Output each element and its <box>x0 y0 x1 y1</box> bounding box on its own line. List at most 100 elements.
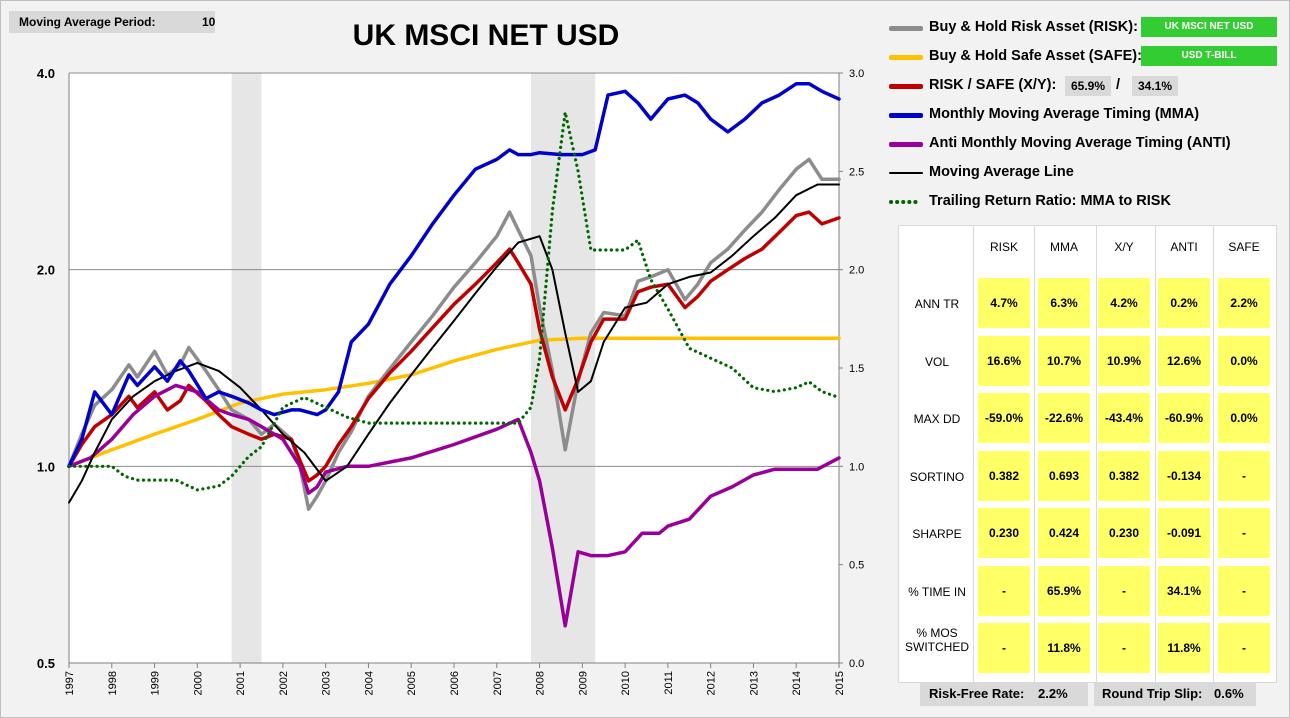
table-cell: - <box>1218 450 1270 501</box>
table-row-label: MAX DD <box>913 412 961 426</box>
table-cell: -22.6% <box>1038 393 1090 443</box>
safe-asset-badge: USD T-BILL <box>1141 46 1277 66</box>
x-tick-label: 2001 <box>235 671 247 695</box>
legend-risk-label: Buy & Hold Risk Asset (RISK): <box>929 19 1138 35</box>
x-tick-label: 2008 <box>535 671 547 695</box>
table-cell: 0.424 <box>1038 508 1090 558</box>
table-cell: -59.0% <box>978 393 1030 443</box>
table-row-label: VOL <box>924 354 949 369</box>
table-cell: 10.7% <box>1038 335 1090 386</box>
legend-xy-label: RISK / SAFE (X/Y): <box>929 77 1057 93</box>
y-right-tick-label: 0.0 <box>849 658 864 670</box>
x-tick-label: 1997 <box>64 671 76 695</box>
chart-title: UK MSCI NET USD <box>352 19 620 52</box>
x-tick-label: 2011 <box>663 671 675 695</box>
y-left-tick-label: 0.5 <box>37 656 55 671</box>
xy-separator: / <box>1116 77 1121 93</box>
legend-risk-swatch <box>889 26 923 31</box>
table-col-divider <box>973 226 974 682</box>
table-col-divider <box>1213 226 1214 682</box>
risk-free-rate-value: 2.2% <box>1038 686 1068 701</box>
y-right-tick-label: 1.5 <box>849 363 864 375</box>
table-row-label: ANN TR <box>914 297 960 311</box>
mma-series-line <box>67 82 841 469</box>
table-row-label: % TIME IN <box>908 584 966 599</box>
table-cell: - <box>978 623 1030 673</box>
chart-area: 4.0 2.0 1.0 0.5 3.0 2.5 2.0 1.5 1.0 0.5 0.0 1997 199… <box>37 66 864 695</box>
table-cell: 11.8% <box>1038 623 1090 673</box>
table-cell: -43.4% <box>1098 393 1150 443</box>
risk-free-rate-box: Risk-Free Rate: 2.2% <box>920 682 1088 706</box>
round-trip-slip-box: Round Trip Slip: 0.6% <box>1094 682 1256 706</box>
xy-risk-pct: 65.9% <box>1065 76 1111 96</box>
table-cell: 0.382 <box>1098 450 1150 501</box>
table-col-divider <box>1034 226 1035 682</box>
moving-average-period-box: Moving Average Period: 10 <box>9 11 215 33</box>
anti-series-line <box>67 383 841 628</box>
recession-band-1 <box>231 73 262 663</box>
table-cell: - <box>1218 623 1270 673</box>
table-header-risk: RISK <box>989 240 1018 254</box>
x-tick-label: 2014 <box>791 671 803 695</box>
y-left-tick-label: 1.0 <box>37 459 55 474</box>
table-cell: 11.8% <box>1158 623 1210 673</box>
stats-table: RISK MMA X/Y ANTI SAFE ANN TR 4.7% 6.3% 4.2% 0.2%… <box>898 225 1277 683</box>
x-tick-label: 2004 <box>363 671 375 695</box>
table-cell: 12.6% <box>1158 335 1210 386</box>
table-row-label: % MOS SWITCHED <box>905 626 969 654</box>
table-col-divider <box>1096 226 1097 682</box>
table-cell: - <box>1218 508 1270 558</box>
table-row-label: SORTINO <box>909 469 965 484</box>
x-tick-label: 1999 <box>150 671 162 695</box>
x-tick-label: 2013 <box>748 671 760 695</box>
trailing-ratio-line <box>67 110 841 492</box>
risk-free-rate-label: Risk-Free Rate: <box>929 686 1025 701</box>
y-left-tick-label: 2.0 <box>37 263 55 278</box>
x-tick-label: 2000 <box>192 671 204 695</box>
table-header-safe: SAFE <box>1228 240 1260 254</box>
table-header-xy: X/Y <box>1114 240 1134 254</box>
legend-mma-swatch <box>889 113 923 118</box>
table-row-label: SHARPE <box>912 527 962 541</box>
legend-safe-label: Buy & Hold Safe Asset (SAFE): <box>929 48 1142 64</box>
plot-area <box>69 73 839 663</box>
x-tick-label: 1998 <box>107 671 119 695</box>
legend-ratio-label: Trailing Return Ratio: MMA to RISK <box>929 193 1171 209</box>
table-cell: -0.134 <box>1158 450 1210 501</box>
x-tick-label: 2007 <box>492 671 504 695</box>
legend-ratio-swatch <box>889 200 923 204</box>
recession-band-2 <box>531 73 596 663</box>
table-cell: - <box>1098 565 1150 616</box>
legend-anti-swatch <box>889 142 923 147</box>
legend-ma-swatch <box>889 172 923 174</box>
table-cell: 0.0% <box>1218 393 1270 443</box>
legend-mma-label: Monthly Moving Average Timing (MMA) <box>929 106 1200 122</box>
x-tick-label: 2006 <box>449 671 461 695</box>
round-trip-slip-value: 0.6% <box>1214 686 1244 701</box>
table-cell: 4.7% <box>978 278 1030 328</box>
period-label: Moving Average Period: <box>19 15 156 29</box>
table-cell: 4.2% <box>1098 278 1150 328</box>
table-cell: 34.1% <box>1158 565 1210 616</box>
table-cell: 0.230 <box>1098 508 1150 558</box>
table-cell: 10.9% <box>1098 335 1150 386</box>
period-value: 10 <box>202 15 216 29</box>
legend-ma-label: Moving Average Line <box>929 164 1074 180</box>
y-left-tick-label: 4.0 <box>37 66 55 81</box>
x-tick-label: 2003 <box>321 671 333 695</box>
table-cell: 6.3% <box>1038 278 1090 328</box>
table-cell: - <box>1218 565 1270 616</box>
table-cell: 0.2% <box>1158 278 1210 328</box>
y-right-tick-label: 1.0 <box>849 461 864 473</box>
y-right-tick-label: 2.0 <box>849 265 864 277</box>
x-tick-label: 2005 <box>406 671 418 695</box>
x-tick-label: 2012 <box>706 671 718 695</box>
risk-series-line <box>67 157 841 511</box>
legend-anti-label: Anti Monthly Moving Average Timing (ANTI… <box>929 135 1231 151</box>
legend-xy-swatch <box>889 84 923 89</box>
round-trip-slip-label: Round Trip Slip: <box>1102 686 1203 701</box>
xy-safe-pct: 34.1% <box>1132 76 1178 96</box>
table-cell: 0.382 <box>978 450 1030 501</box>
table-cell: 0.693 <box>1038 450 1090 501</box>
